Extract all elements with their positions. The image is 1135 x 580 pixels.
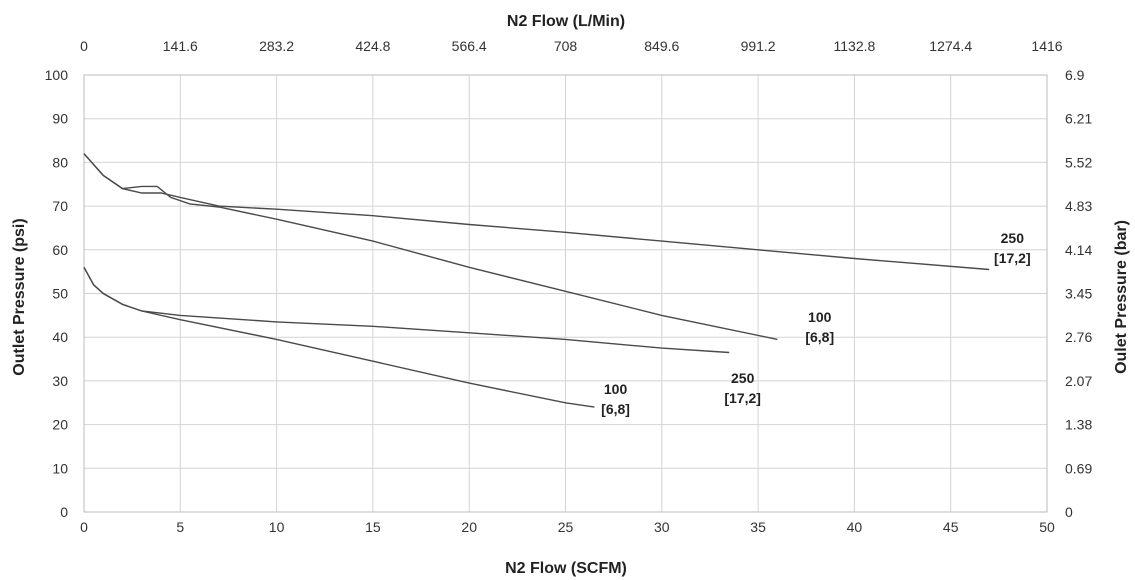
right-tick-label: 2.07: [1065, 373, 1092, 389]
right-tick-label: 2.76: [1065, 329, 1092, 345]
annotation-label: [17,2]: [994, 250, 1031, 266]
y-tick-label: 20: [52, 417, 68, 433]
x-tick-label: 25: [558, 519, 574, 535]
series-group: [83, 153, 990, 408]
top-tick-label: 991.2: [741, 38, 776, 54]
top-tick-label: 424.8: [355, 38, 390, 54]
x-tick-label: 50: [1039, 519, 1055, 535]
annotation-label: 250: [731, 370, 755, 386]
annotation-label: [6,8]: [805, 329, 834, 345]
right-tick-label: 4.83: [1065, 198, 1092, 214]
y-tick-label: 10: [52, 460, 68, 476]
series-line-4: [83, 266, 730, 354]
bottom-axis-title: N2 Flow (SCFM): [505, 560, 627, 577]
annotations: 250 [17,2] 100 [6,8] 250 [17,2] 100 [6,8]: [601, 230, 1030, 417]
x-tick-label: 10: [269, 519, 285, 535]
plot-frame: [83, 74, 1048, 513]
right-tick-label: 0: [1065, 504, 1073, 520]
series-line-2: [83, 153, 990, 271]
top-tick-label: 1132.8: [834, 38, 876, 54]
x-tick-label: 30: [654, 519, 670, 535]
right-tick-label: 5.52: [1065, 154, 1092, 170]
y-tick-label: 90: [52, 111, 68, 127]
top-tick-label: 141.6: [163, 38, 198, 54]
right-tick-label: 4.14: [1065, 242, 1092, 258]
top-tick-label: 1274.4: [929, 38, 972, 54]
series-line-1: [83, 153, 778, 341]
x-tick-label: 45: [943, 519, 959, 535]
y-tick-label: 50: [52, 286, 68, 302]
y-tick-label: 30: [52, 373, 68, 389]
top-axis-title: N2 Flow (L/Min): [507, 13, 625, 30]
annotation-label: [17,2]: [724, 390, 761, 406]
top-tick-label: 849.6: [644, 38, 679, 54]
top-tick-label: 0: [80, 38, 88, 54]
x-tick-label: 0: [80, 519, 88, 535]
annotation-label: 100: [808, 309, 832, 325]
right-tick-label: 3.45: [1065, 286, 1092, 302]
x-tick-label: 20: [461, 519, 477, 535]
x-tick-label: 40: [847, 519, 863, 535]
x-tick-label: 5: [176, 519, 184, 535]
y-tick-label: 40: [52, 329, 68, 345]
y-tick-label: 80: [52, 154, 68, 170]
x-tick-label: 15: [365, 519, 381, 535]
top-tick-label: 1416: [1031, 38, 1062, 54]
right-tick-label: 6.9: [1065, 67, 1085, 83]
y-tick-label: 0: [60, 504, 68, 520]
annotation-label: 100: [604, 381, 628, 397]
left-axis-title: Outlet Pressure (psi): [11, 218, 28, 375]
y-tick-label: 100: [45, 67, 69, 83]
right-tick-label: 0.69: [1065, 460, 1092, 476]
tick-labels: 0 5 10 15 20 25 30 35 40 45 50 0 141.6 283.2 424.8 566.…: [45, 38, 1093, 535]
x-tick-label: 35: [750, 519, 766, 535]
grid: [83, 74, 1048, 513]
top-tick-label: 566.4: [452, 38, 487, 54]
right-axis-title: Oulet Pressure (bar): [1113, 220, 1130, 374]
right-tick-label: 1.38: [1065, 417, 1092, 433]
y-tick-label: 70: [52, 198, 68, 214]
top-tick-label: 708: [554, 38, 578, 54]
y-tick-label: 60: [52, 242, 68, 258]
top-tick-label: 283.2: [259, 38, 294, 54]
annotation-label: 250: [1001, 230, 1025, 246]
annotation-label: [6,8]: [601, 401, 630, 417]
right-tick-label: 6.21: [1065, 111, 1092, 127]
